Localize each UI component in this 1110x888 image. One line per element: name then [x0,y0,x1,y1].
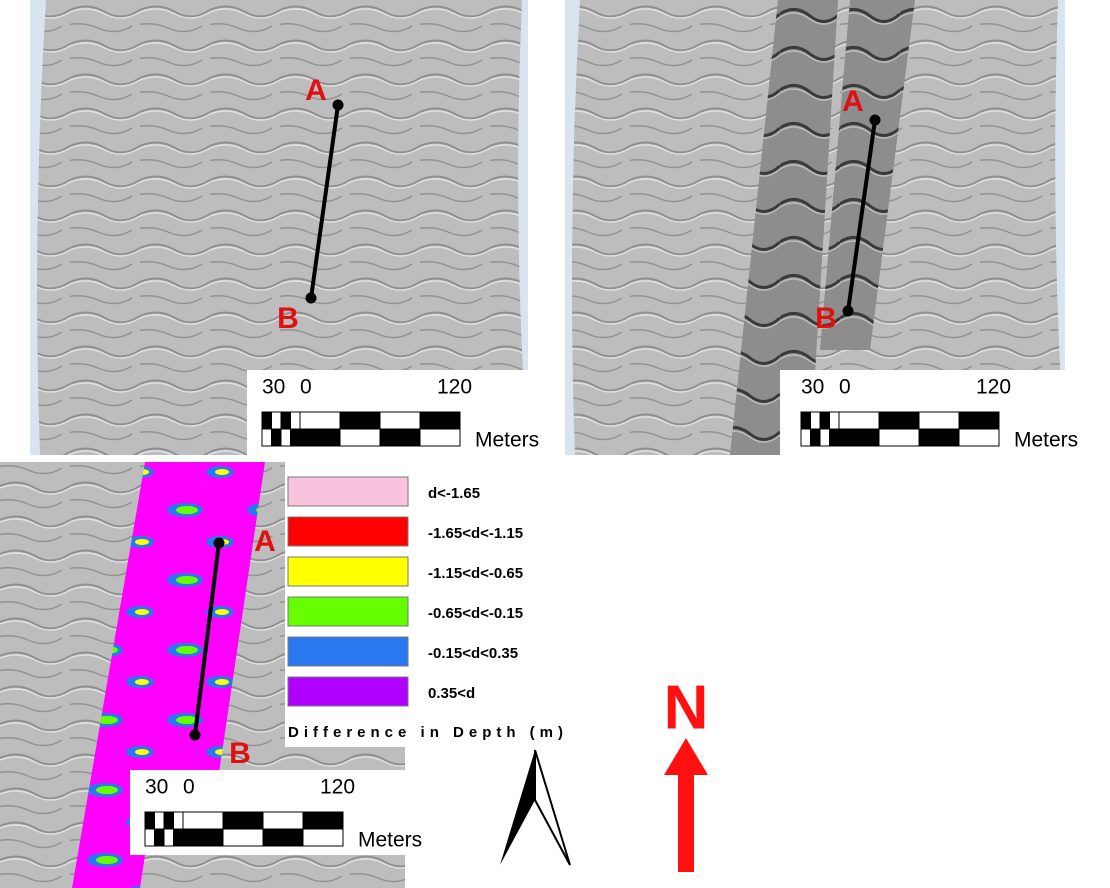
scale-segment [811,412,821,429]
scale-tick-label: 30 [262,376,285,399]
scale-segment [174,829,184,846]
scale-segment [164,812,174,829]
scale-bar: 30 0 120 Meters [130,770,422,855]
scale-tick-label: 0 [839,376,851,399]
scale-segment [801,429,811,446]
scale-segment [959,412,999,429]
figure: A B A B A B d<-1.65 -1.65<d<-1.15 -1.15<d<… [0,0,1110,888]
scale-segment [830,412,840,429]
point [214,538,225,549]
scale-segment [183,829,223,846]
scale-unit: Meters [358,829,422,852]
legend-label: -1.65<d<-1.15 [428,525,523,542]
north-arrow [535,750,570,865]
point [333,100,344,111]
scale-tick-label: 0 [300,376,312,399]
scale-segment [303,829,343,846]
scale-segment [263,812,303,829]
scale-segment [164,829,174,846]
north-arrow [500,750,535,865]
scale-segment [879,412,919,429]
scale-segment [919,429,959,446]
scale-segment [380,429,420,446]
scale-segment [145,812,155,829]
point [190,730,201,741]
scale-segment [145,829,155,846]
scale-segment [801,412,811,429]
scale-segment [272,429,282,446]
legend-swatch [288,477,408,506]
scale-segment [291,412,301,429]
scale-tick-label: 30 [145,776,168,799]
legend-swatch [288,677,408,706]
scale-tick-label: 120 [976,376,1011,399]
scale-segment [281,429,291,446]
scale-segment [420,412,460,429]
scale-segment [155,812,165,829]
point-label: B [229,737,251,770]
scale-segment [340,412,380,429]
scale-unit: Meters [1014,429,1078,452]
scale-segment [262,429,272,446]
scale-segment [811,429,821,446]
legend-label: -0.15<d<0.35 [428,645,518,662]
legend-swatch [288,637,408,666]
scale-bar: 30 0 120 Meters [247,370,539,455]
north-arrow [664,738,708,872]
legend-label: -1.15<d<-0.65 [428,565,523,582]
scale-segment [303,812,343,829]
legend-label: 0.35<d [428,685,475,702]
scale-segment [155,829,165,846]
legend-label: -0.65<d<-0.15 [428,605,523,622]
legend-swatch [288,557,408,586]
scale-segment [272,412,282,429]
scale-segment [300,429,340,446]
scale-segment [420,429,460,446]
scale-segment [223,829,263,846]
scale-segment [300,412,340,429]
point-label: A [842,85,864,118]
scale-segment [380,412,420,429]
point-label: B [815,302,837,335]
north-label: N [664,673,709,742]
scale-tick-label: 30 [801,376,824,399]
scale-segment [263,829,303,846]
scale-segment [183,812,223,829]
point [870,115,881,126]
scale-segment [919,412,959,429]
legend-label: d<-1.65 [428,485,480,502]
scale-segment [820,429,830,446]
scale-tick-label: 0 [183,776,195,799]
legend-swatch [288,517,408,546]
legend-swatch [288,597,408,626]
point [306,293,317,304]
scale-segment [839,412,879,429]
scale-segment [820,412,830,429]
scale-segment [223,812,263,829]
point-label: B [277,302,299,335]
point [843,306,854,317]
scale-segment [830,429,840,446]
scale-segment [340,429,380,446]
scale-segment [839,429,879,446]
scale-segment [281,412,291,429]
scale-segment [262,412,272,429]
legend-title: Difference in Depth (m) [288,724,568,741]
scale-segment [291,429,301,446]
scale-segment [959,429,999,446]
scale-bar: 30 0 120 Meters [780,370,1078,455]
point-label: A [254,525,276,558]
scale-tick-label: 120 [320,776,355,799]
scale-tick-label: 120 [437,376,472,399]
scale-unit: Meters [475,429,539,452]
scale-segment [879,429,919,446]
point-label: A [305,74,327,107]
scale-segment [174,812,184,829]
